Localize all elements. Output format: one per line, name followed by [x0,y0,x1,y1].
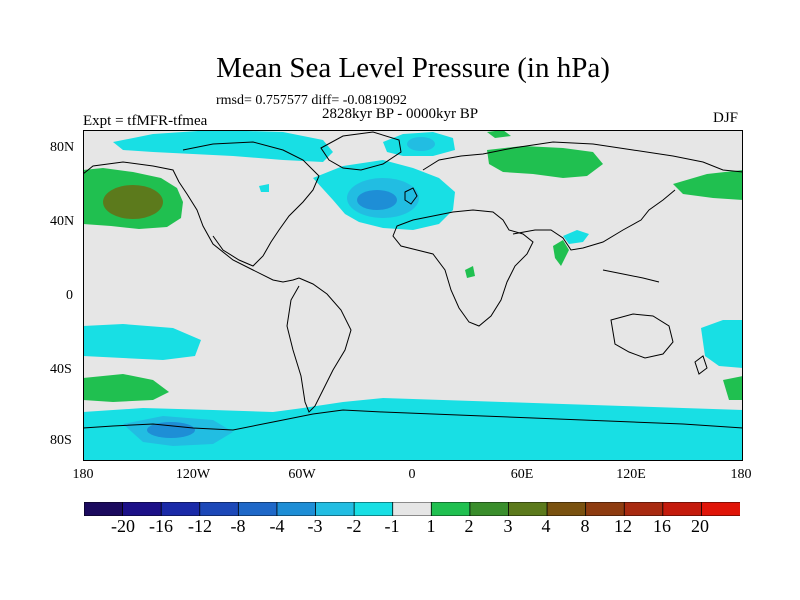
colorbar-swatch [237,502,278,516]
colorbar-label: 2 [464,516,474,536]
colorbar-swatch [701,502,740,516]
colorbar-swatch [623,502,664,516]
lon-tick-120w: 120W [175,467,211,482]
colorbar-label: -20 [111,516,135,536]
colorbar-swatch [276,502,317,516]
colorbar-label: -2 [346,516,362,536]
colorbar-label: 20 [691,516,709,536]
colorbar-label: 16 [653,516,671,536]
lon-tick-120e: 120E [616,467,646,482]
colorbar-label: 12 [614,516,632,536]
lon-tick-180w: 180 [72,467,94,482]
colorbar-swatch [160,502,201,516]
colorbar-swatch [662,502,703,516]
colorbar-swatch [84,502,124,516]
anomaly-negative-regions [83,130,743,461]
colorbar-label: -12 [188,516,212,536]
lon-tick-60e: 60E [510,467,534,482]
colorbar-label: -16 [149,516,173,536]
colorbar-label: 8 [580,516,590,536]
lon-tick-0: 0 [408,467,416,482]
colorbar-swatch [585,502,626,516]
season-label: DJF [713,110,739,126]
colorbar-label: 1 [426,516,436,536]
colorbar-swatch [315,502,356,516]
colorbar-label: -1 [384,516,400,536]
colorbar-label: -3 [307,516,323,536]
lat-tick-40s: 40S [50,362,72,377]
coastlines [83,131,743,431]
lat-tick-80s: 80S [50,433,72,448]
colorbar-label: -8 [230,516,246,536]
rmsd-diff-stats: rmsd= 0.757577 diff= -0.0819092 [216,93,407,108]
colorbar-label: 4 [541,516,551,536]
colorbar-swatch [122,502,163,516]
pressure-anomaly-map [83,130,743,461]
colorbar-swatch [392,502,433,516]
map-frame [83,130,743,461]
lon-tick-60w: 60W [288,467,316,482]
colorbar-swatch [508,502,548,516]
colorbar-swatch [353,502,394,516]
colorbar-swatch [199,502,240,516]
colorbar-swatch [469,502,510,516]
time-period: 2828kyr BP - 0000kyr BP [322,106,479,122]
colorbar-swatch [430,502,471,516]
colorbar-label: -4 [269,516,285,536]
colorbar [84,502,740,516]
lat-tick-40n: 40N [50,214,75,229]
anomaly-positive-regions [83,130,743,402]
lon-tick-180e: 180 [730,467,752,482]
experiment-label: Expt = tfMFR-tfmea [83,113,208,129]
lat-tick-80n: 80N [50,140,75,155]
lat-tick-0: 0 [66,288,73,303]
map-title: Mean Sea Level Pressure (in hPa) [216,52,610,84]
colorbar-label: 3 [503,516,513,536]
colorbar-swatch [546,502,587,516]
